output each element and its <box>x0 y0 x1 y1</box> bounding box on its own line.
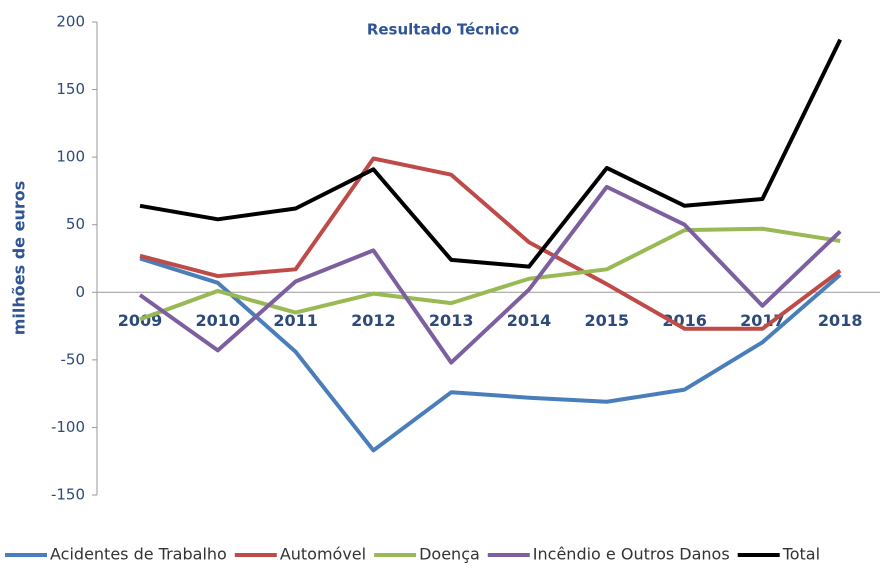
legend-label: Doença <box>419 545 480 564</box>
x-tick-label: 2014 <box>507 311 552 330</box>
y-tick-label: 200 <box>56 13 85 31</box>
y-tick-label: -50 <box>61 350 86 368</box>
series-line <box>139 256 842 453</box>
legend-label: Automóvel <box>280 545 366 564</box>
series-line <box>139 38 842 269</box>
y-axis-label: milhões de euros <box>10 181 29 336</box>
series-line <box>139 156 842 331</box>
x-tick-label: 2017 <box>740 311 785 330</box>
legend-label: Total <box>782 545 820 564</box>
legend-label: Acidentes de Trabalho <box>50 545 227 564</box>
series-line <box>138 184 842 365</box>
x-tick-label: 2016 <box>662 311 707 330</box>
x-tick-label: 2015 <box>585 311 630 330</box>
legend-label: Incêndio e Outros Danos <box>533 545 730 564</box>
y-tick-label: 0 <box>75 283 85 301</box>
series-line <box>139 226 841 322</box>
y-tick-label: 50 <box>66 215 85 233</box>
x-tick-label: 2012 <box>351 311 396 330</box>
y-tick-label: -100 <box>51 418 85 436</box>
x-tick-label: 2011 <box>273 311 318 330</box>
chart-title: Resultado Técnico <box>367 21 519 39</box>
y-tick-label: 100 <box>56 148 85 166</box>
y-tick-label: -150 <box>51 486 85 504</box>
x-tick-label: 2013 <box>429 311 474 330</box>
x-tick-label: 2010 <box>196 311 241 330</box>
y-tick-label: 150 <box>56 80 85 98</box>
x-tick-label: 2018 <box>818 311 863 330</box>
